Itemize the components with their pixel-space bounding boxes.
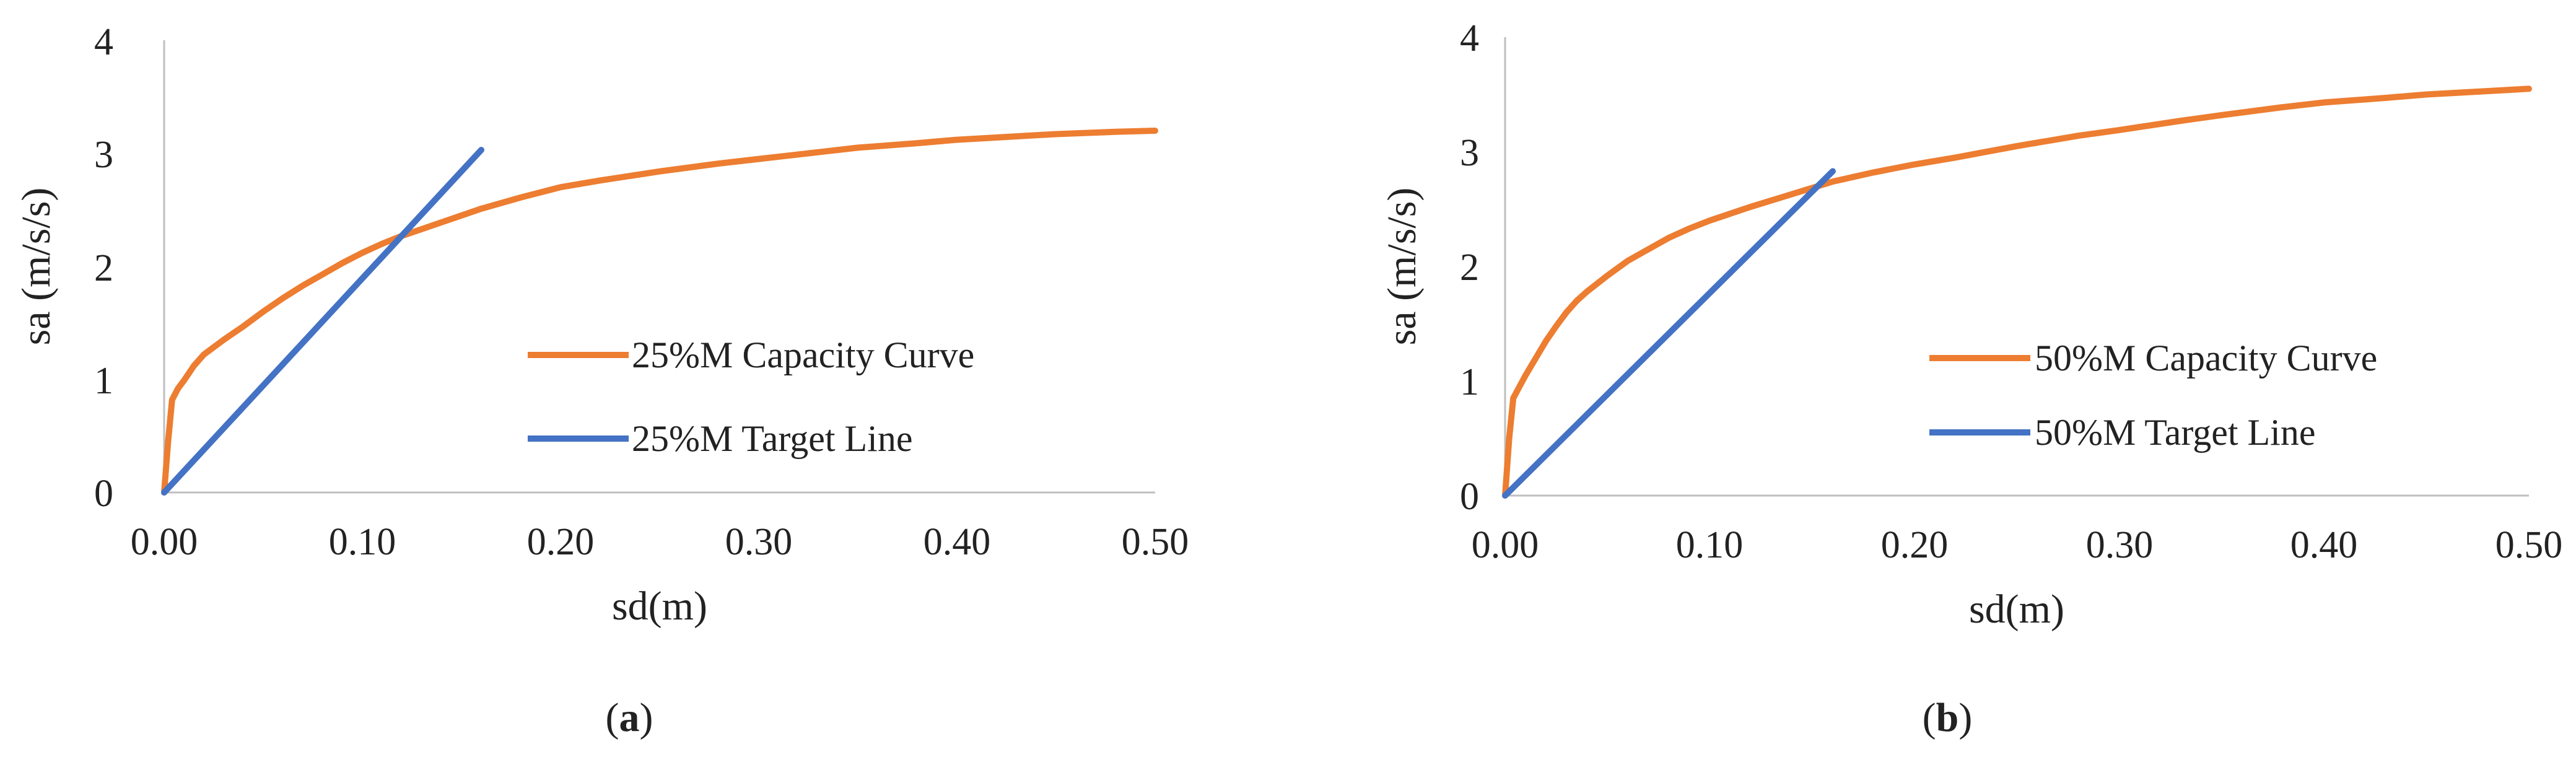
panel-a-y-tick-label: 1: [94, 360, 113, 402]
panel-b-y-tick-label: 4: [1460, 17, 1479, 59]
panel-b-x-tick-label: 0.50: [2495, 524, 2563, 566]
panel-a-capacity-curve-line: [161, 128, 1158, 496]
chart-panel-a: 0 1 2 3 4 0.00 0.10 0.20 0.30 0.40 0.50 …: [14, 21, 1189, 740]
panel-b-legend-label-capacity: 50%M Capacity Curve: [2035, 338, 2377, 378]
panel-a-legend-label-target: 25%M Target Line: [632, 418, 913, 459]
panel-a-label-letter: a: [619, 695, 640, 740]
chart-panel-b: 0 1 2 3 4 0.00 0.10 0.20 0.30 0.40 0.50 …: [1379, 17, 2562, 740]
panel-a-target-line: [161, 147, 484, 496]
panel-a-x-tick-label: 0.40: [923, 521, 991, 563]
panel-a-x-tick-label: 0.30: [725, 521, 793, 563]
panel-a-x-tick-label: 0.00: [131, 521, 198, 563]
panel-a-legend-label-capacity: 25%M Capacity Curve: [632, 335, 974, 375]
panel-b-y-tick-label: 1: [1460, 361, 1479, 403]
panel-a-y-tick-label: 0: [94, 473, 113, 515]
panel-b-x-tick-label: 0.10: [1676, 524, 1744, 566]
panel-a-y-axis-title: sa (m/s/s): [14, 188, 59, 346]
panel-b-label: (b): [1923, 695, 1973, 740]
panel-a-y-tick-label: 3: [94, 134, 113, 176]
panel-a-y-tick-label: 4: [94, 21, 113, 63]
panel-b-legend-label-target: 50%M Target Line: [2035, 412, 2316, 453]
panel-a-x-tick-label: 0.50: [1122, 521, 1189, 563]
panel-b-x-tick-label: 0.30: [2086, 524, 2154, 566]
panel-b-target-line: [1502, 168, 1836, 499]
panel-b-x-tick-label: 0.20: [1881, 524, 1949, 566]
panel-b-x-axis-title: sd(m): [1969, 587, 2064, 632]
panel-b-y-axis-title: sa (m/s/s): [1379, 188, 1425, 346]
panel-b-y-tick-label: 2: [1460, 247, 1479, 289]
panel-a-label: (a): [606, 695, 653, 740]
panel-b-label-letter: b: [1936, 695, 1959, 740]
panel-b-x-tick-label: 0.40: [2290, 524, 2358, 566]
panel-b-y-tick-label: 3: [1460, 132, 1479, 174]
panel-a-x-axis-title: sd(m): [612, 584, 707, 629]
panel-b-x-tick-label: 0.00: [1472, 524, 1539, 566]
panel-a-x-tick-label: 0.10: [329, 521, 396, 563]
panel-b-legend: 50%M Capacity Curve 50%M Target Line: [1929, 338, 2377, 453]
panel-b-y-tick-label: 0: [1460, 476, 1479, 518]
panel-a-y-tick-label: 2: [94, 247, 113, 289]
panel-a-x-tick-label: 0.20: [527, 521, 595, 563]
panel-b-capacity-curve-line: [1502, 85, 2532, 499]
panel-a-legend: 25%M Capacity Curve 25%M Target Line: [528, 335, 974, 459]
